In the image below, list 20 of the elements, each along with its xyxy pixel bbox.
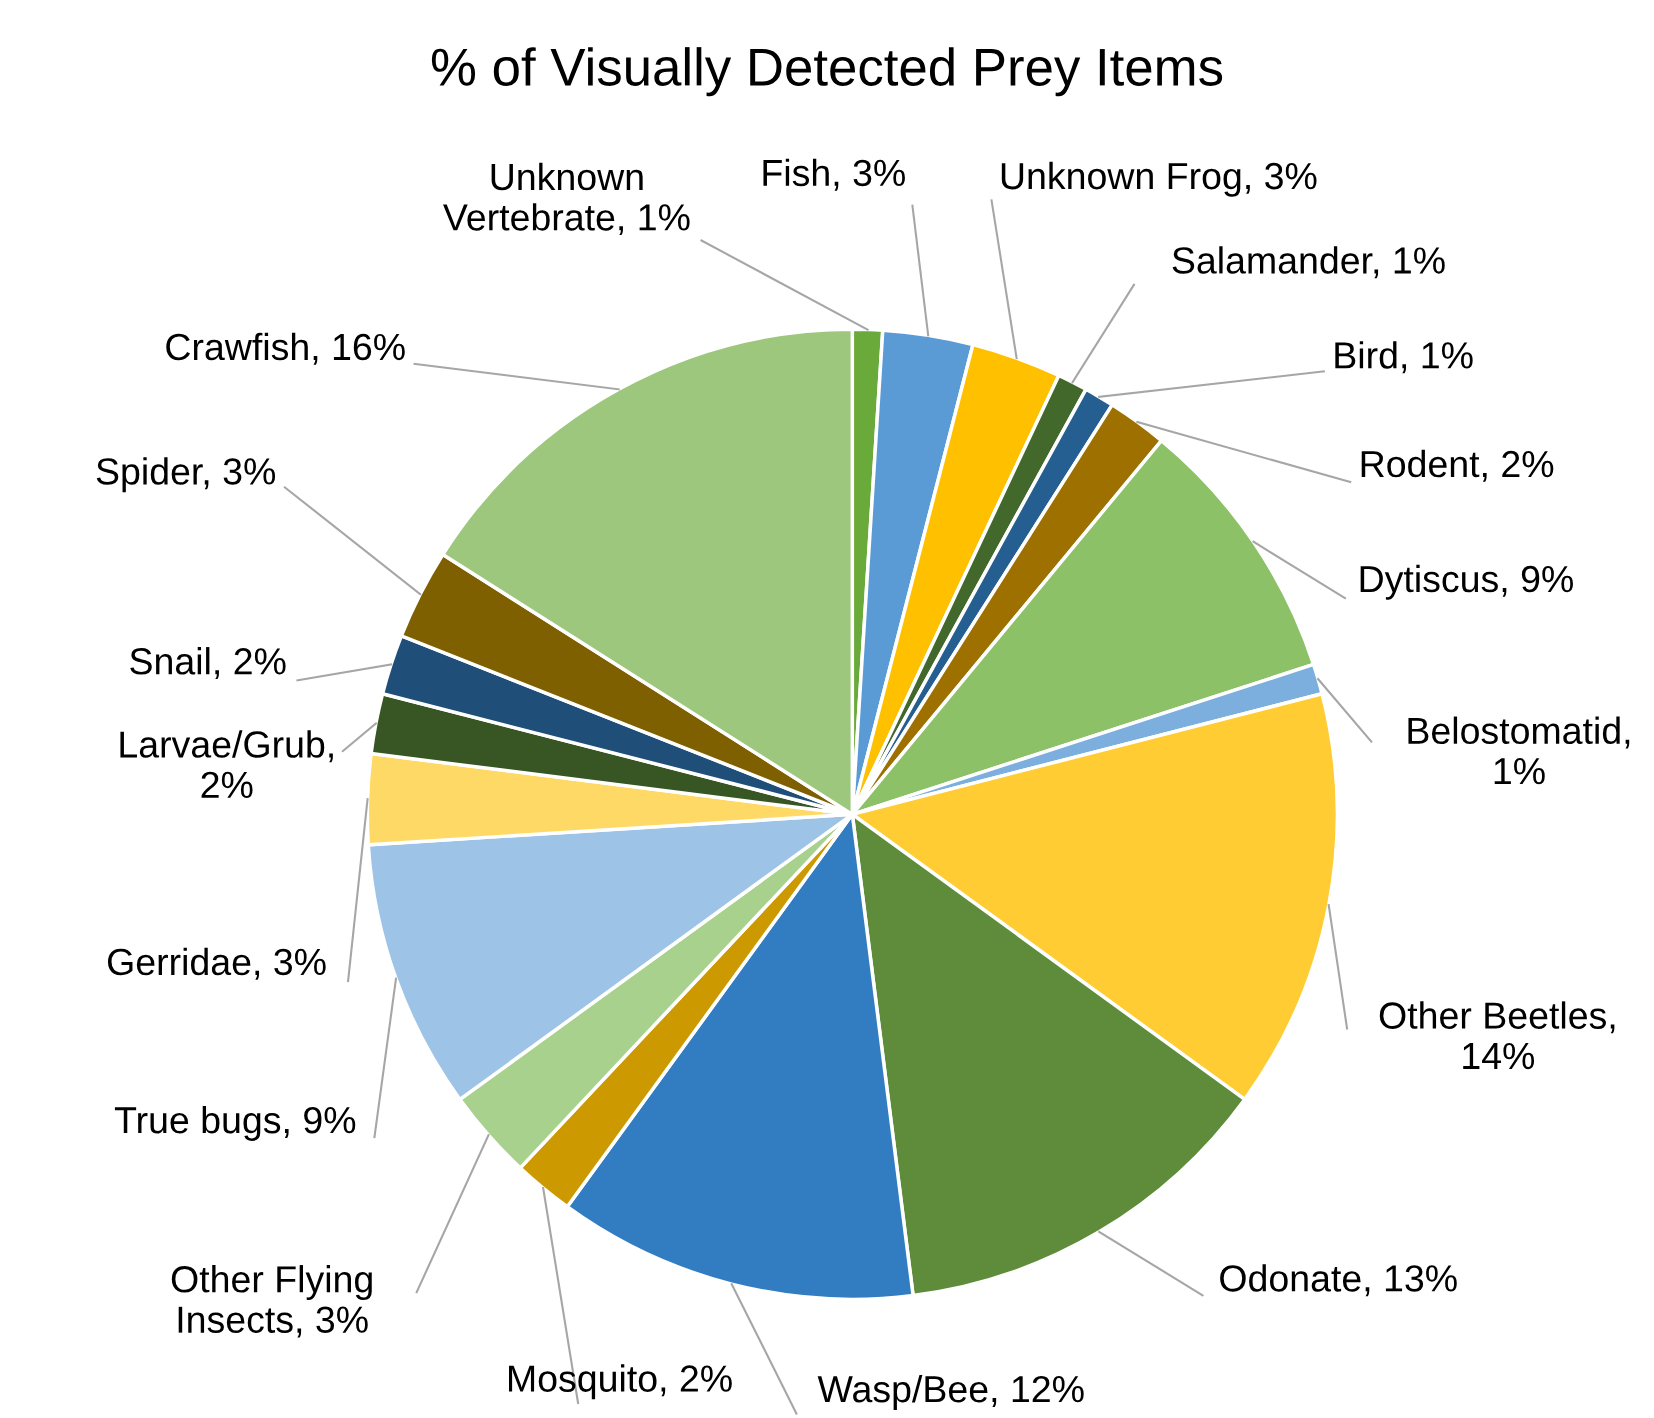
slice-label: Mosquito, 2% xyxy=(509,1364,732,1400)
slice-label: Snail, 2% xyxy=(130,647,286,680)
slice-label: Fish, 3% xyxy=(763,158,905,191)
slice-label: Gerridae, 3% xyxy=(107,947,326,980)
slice-label: Spider, 3% xyxy=(96,457,276,493)
slice-label: Belostomatid, 1% xyxy=(1408,716,1630,785)
slice-label: Other Beetles, 14% xyxy=(1379,1001,1615,1070)
slice-label: Odonate, 13% xyxy=(1220,1264,1457,1297)
slice-label: Wasp/Bee, 12% xyxy=(817,1374,1084,1410)
slice-label: Dytiscus, 9% xyxy=(1360,564,1573,600)
slice-label: Larvae/Grub, 2% xyxy=(120,730,333,799)
slice-label: Other Flying Insects, 3% xyxy=(171,1265,372,1338)
chart-title: % of Visually Detected Prey Items xyxy=(431,47,1223,97)
slice-label: Salamander, 1% xyxy=(1172,246,1445,279)
slice-label: True bugs, 9% xyxy=(114,1105,356,1141)
slice-label: Crawfish, 16% xyxy=(166,332,405,365)
slice-label: Unknown Frog, 3% xyxy=(1001,161,1317,197)
slice-label: Unknown Vertebrate, 1% xyxy=(443,162,690,236)
slice-label: Rodent, 2% xyxy=(1361,449,1554,482)
slice-label: Bird, 1% xyxy=(1335,341,1473,374)
